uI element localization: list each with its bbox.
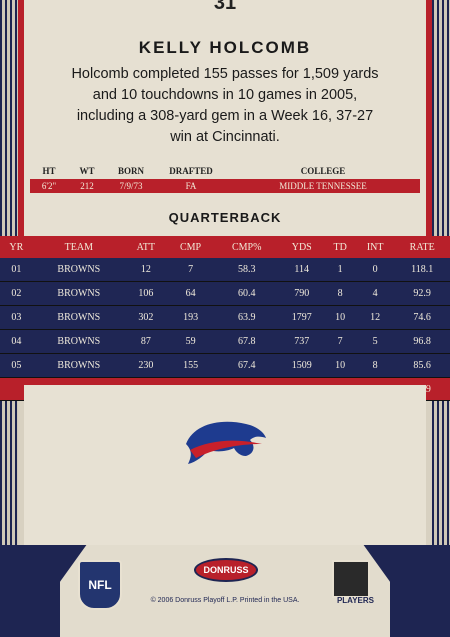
stats-cell: 7 <box>324 329 356 354</box>
stats-cell: 59 <box>166 329 215 354</box>
stats-cell: 92.9 <box>394 281 450 306</box>
stats-cell: 05 <box>0 353 33 378</box>
stats-cell: 193 <box>166 305 215 330</box>
stats-cell: 10 <box>324 305 356 330</box>
stats-header: RATE <box>394 236 450 258</box>
stats-cell: 10 <box>324 353 356 378</box>
vitals-drafted: FA <box>185 181 197 191</box>
stats-cell: 85.6 <box>394 353 450 378</box>
card-number: 31 <box>213 0 237 14</box>
stats-cell: 114 <box>279 258 325 282</box>
stats-row: 04 BROWNS 87 59 67.8 737 7 5 96.8 <box>0 329 450 354</box>
stats-cell: 1509 <box>279 353 325 378</box>
stats-header: ATT <box>124 236 167 258</box>
stats-cell: 74.6 <box>394 305 450 330</box>
stats-row: 02 BROWNS 106 64 60.4 790 8 4 92.9 <box>0 281 450 306</box>
vitals-born: 7/9/73 <box>119 181 143 191</box>
stats-cell: 106 <box>124 281 167 306</box>
stats-cell: BROWNS <box>32 258 125 282</box>
stats-header: YDS <box>279 236 325 258</box>
stats-row: 03 BROWNS 302 193 63.9 1797 10 12 74.6 <box>0 305 450 330</box>
vitals-header-college: COLLEGE <box>300 166 346 176</box>
players-inc-label: PLAYERS <box>336 596 374 605</box>
stats-cell: 60.4 <box>214 281 280 306</box>
stats-cell: 58.3 <box>214 258 280 282</box>
vitals-header-drafted: DRAFTED <box>169 166 213 176</box>
donruss-logo-icon: DONRUSS <box>194 558 258 592</box>
stats-cell: 790 <box>279 281 325 306</box>
stats-header-row: YR TEAM ATT CMP CMP% YDS TD INT RATE <box>0 236 450 258</box>
left-red-border <box>18 0 24 240</box>
vitals-header-wt: WT <box>79 166 95 176</box>
stats-cell: 64 <box>166 281 215 306</box>
stats-cell: 12 <box>355 305 395 330</box>
right-red-border <box>426 0 432 240</box>
stats-cell: 4 <box>355 281 395 306</box>
stats-cell: 1 <box>324 258 356 282</box>
players-inc-logo-icon <box>332 560 370 598</box>
stats-cell: 302 <box>124 305 167 330</box>
vitals-header: HT WT BORN DRAFTED COLLEGE <box>30 166 420 176</box>
stats-cell: BROWNS <box>32 305 125 330</box>
stats-header: TD <box>324 236 356 258</box>
stats-header: TEAM <box>32 236 125 258</box>
stats-cell: 118.1 <box>394 258 450 282</box>
stats-cell: 7 <box>166 258 215 282</box>
player-name: KELLY HOLCOMB <box>138 38 312 57</box>
stats-cell: BROWNS <box>32 353 125 378</box>
stats-cell: 04 <box>0 329 33 354</box>
logo-panel <box>24 385 426 545</box>
stats-header: CMP <box>166 236 215 258</box>
vitals-row: 6'2" 212 7/9/73 FA MIDDLE TENNESSEE <box>30 179 420 193</box>
vitals-wt: 212 <box>80 181 94 191</box>
copyright-text: © 2006 Donruss Playoff L.P. Printed in t… <box>150 597 300 604</box>
vitals-ht: 6'2" <box>41 181 57 191</box>
stats-cell: 8 <box>355 353 395 378</box>
bills-buffalo-logo-icon <box>186 421 266 464</box>
player-bio: Holcomb completed 155 passes for 1,509 y… <box>71 66 379 146</box>
stats-cell: 8 <box>324 281 356 306</box>
stats-cell: 67.4 <box>214 353 280 378</box>
stats-cell: 02 <box>0 281 33 306</box>
stats-cell: 12 <box>124 258 167 282</box>
stats-cell: 87 <box>124 329 167 354</box>
stats-cell: 230 <box>124 353 167 378</box>
stats-cell: 0 <box>355 258 395 282</box>
stats-cell: BROWNS <box>32 329 125 354</box>
stats-cell: 63.9 <box>214 305 280 330</box>
player-position: QUARTERBACK <box>168 210 282 225</box>
vitals-header-born: BORN <box>117 166 144 176</box>
stats-row: 01 BROWNS 12 7 58.3 114 1 0 118.1 <box>0 258 450 282</box>
stats-header: YR <box>0 236 33 258</box>
stats-cell: 1797 <box>279 305 325 330</box>
stats-header: CMP% <box>214 236 280 258</box>
stats-table: YR TEAM ATT CMP CMP% YDS TD INT RATE 01 … <box>0 236 450 401</box>
stats-row: 05 BROWNS 230 155 67.4 1509 10 8 85.6 <box>0 353 450 378</box>
stats-header: INT <box>355 236 395 258</box>
stats-cell: 5 <box>355 329 395 354</box>
bio-panel: 31 KELLY HOLCOMB Holcomb completed 155 p… <box>24 0 426 236</box>
stats-cell: 737 <box>279 329 325 354</box>
nfl-shield-icon: NFL <box>78 560 122 610</box>
stats-cell: 03 <box>0 305 33 330</box>
stats-cell: 01 <box>0 258 33 282</box>
stats-cell: 96.8 <box>394 329 450 354</box>
stats-cell: BROWNS <box>32 281 125 306</box>
stats-cell: 155 <box>166 353 215 378</box>
stats-cell: 67.8 <box>214 329 280 354</box>
donruss-logo-text: DONRUSS <box>194 558 258 582</box>
vitals-college: MIDDLE TENNESSEE <box>279 181 367 191</box>
vitals-header-ht: HT <box>42 166 56 176</box>
